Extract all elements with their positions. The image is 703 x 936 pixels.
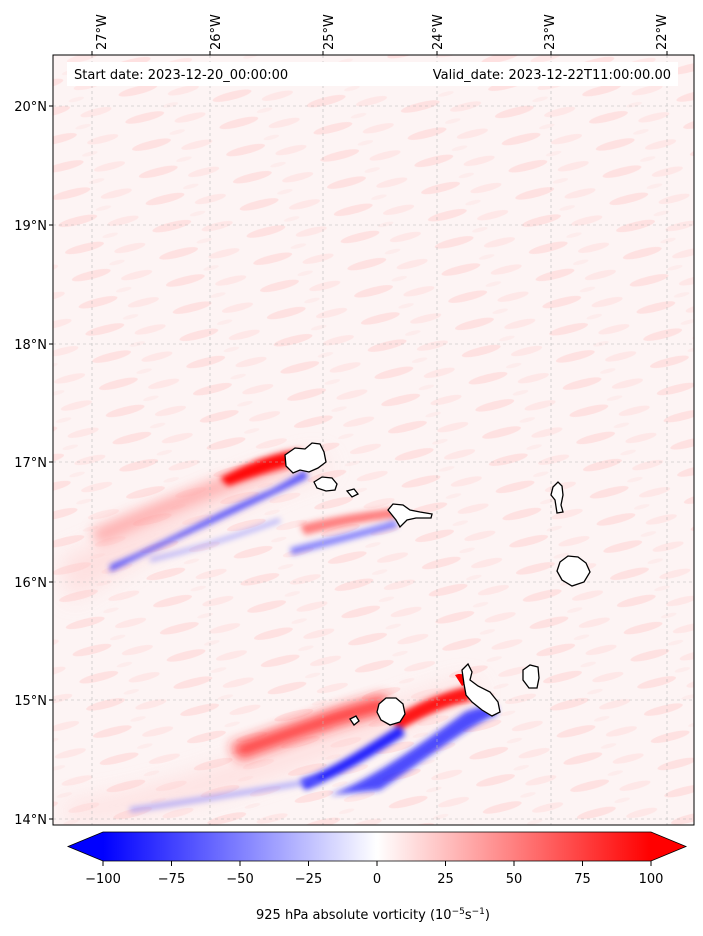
lat-tick-label: 20°N bbox=[14, 100, 47, 115]
island-maio bbox=[522, 664, 540, 689]
date-info-background bbox=[67, 62, 678, 86]
island-sal bbox=[550, 481, 564, 514]
red-wake-south-b bbox=[390, 686, 472, 730]
island-boa-vista bbox=[556, 555, 591, 587]
lon-tick: 26°W bbox=[209, 14, 224, 55]
longitude-ticks: 27°W 26°W 25°W 24°W 23°W 22°W bbox=[91, 14, 670, 55]
colorbar-tick-label: −25 bbox=[295, 872, 322, 887]
colorbar-tick-label: 100 bbox=[639, 872, 664, 887]
blue-filament-south bbox=[129, 777, 321, 813]
lat-tick-label: 19°N bbox=[14, 219, 47, 234]
colorbar-tick-label: −100 bbox=[85, 872, 121, 887]
latitude-ticks: 20°N 19°N 18°N 17°N 16°N 15°N 14°N bbox=[14, 100, 53, 828]
lon-tick-label: 27°W bbox=[95, 14, 110, 50]
lat-tick-label: 18°N bbox=[14, 338, 47, 353]
colorbar-tick-label: −75 bbox=[158, 872, 185, 887]
lon-tick-label: 24°W bbox=[431, 14, 446, 50]
lon-tick-label: 25°W bbox=[322, 14, 337, 50]
map-panel: Start date: 2023-12-20_00:00:00 Valid_da… bbox=[52, 54, 695, 826]
colorbar-label: 925 hPa absolute vorticity (10−5s−1) bbox=[256, 907, 490, 923]
island-sao-vicente bbox=[313, 476, 338, 492]
lon-tick: 22°W bbox=[655, 14, 670, 55]
colorbar-extend-min bbox=[68, 832, 103, 861]
lon-tick: 27°W bbox=[91, 14, 110, 55]
colorbar-tick-label: −50 bbox=[226, 872, 253, 887]
lon-tick-label: 22°W bbox=[655, 14, 670, 50]
vorticity-field bbox=[53, 55, 694, 825]
map-frame-border bbox=[52, 54, 695, 826]
lat-tick-label: 17°N bbox=[14, 456, 47, 471]
start-date-label: Start date: 2023-12-20_00:00:00 bbox=[74, 68, 288, 83]
date-info-box: Start date: 2023-12-20_00:00:00 Valid_da… bbox=[67, 62, 678, 86]
colorbar-gradient bbox=[103, 832, 651, 861]
lon-tick-label: 26°W bbox=[209, 14, 224, 50]
colorbar-tick-label: 75 bbox=[574, 872, 591, 887]
lat-tick-label: 15°N bbox=[14, 694, 47, 709]
blue-wake-south-b bbox=[330, 706, 498, 795]
colorbar-ticks: −100 −75 −50 −25 0 25 50 75 100 bbox=[85, 861, 663, 887]
red-wake-middle bbox=[300, 508, 398, 535]
lat-tick-label: 14°N bbox=[14, 813, 47, 828]
island-brava bbox=[349, 715, 360, 726]
lat-tick-label: 16°N bbox=[14, 576, 47, 591]
coastlines bbox=[284, 442, 591, 726]
red-core-north bbox=[220, 450, 304, 486]
lon-tick: 23°W bbox=[543, 14, 558, 55]
valid-date-label: Valid_date: 2023-12-22T11:00:00.00 bbox=[433, 68, 671, 83]
colorbar: −100 −75 −50 −25 0 25 50 75 100 925 hPa absolute… bbox=[66, 831, 688, 923]
blue-wake-south-a bbox=[300, 725, 405, 790]
colorbar-extend-max bbox=[651, 832, 686, 861]
blue-wake-middle bbox=[290, 520, 398, 555]
island-sao-nicolau bbox=[387, 503, 433, 529]
colorbar-tick-label: 0 bbox=[373, 872, 381, 887]
colorbar-tick-label: 25 bbox=[437, 872, 454, 887]
lon-tick-label: 23°W bbox=[543, 14, 558, 50]
blue-wake-north bbox=[110, 470, 308, 572]
colorbar-tick-label: 50 bbox=[506, 872, 523, 887]
gridlines bbox=[53, 55, 694, 825]
lon-tick: 25°W bbox=[322, 14, 337, 55]
island-fogo bbox=[376, 697, 406, 726]
island-santa-luzia bbox=[345, 488, 360, 498]
red-wake-south-a bbox=[230, 695, 390, 760]
island-santiago bbox=[461, 662, 501, 717]
background-noise-texture bbox=[53, 55, 694, 825]
lon-tick: 24°W bbox=[431, 14, 446, 55]
blue-filament-north bbox=[149, 518, 281, 562]
island-santo-antao bbox=[284, 442, 327, 474]
